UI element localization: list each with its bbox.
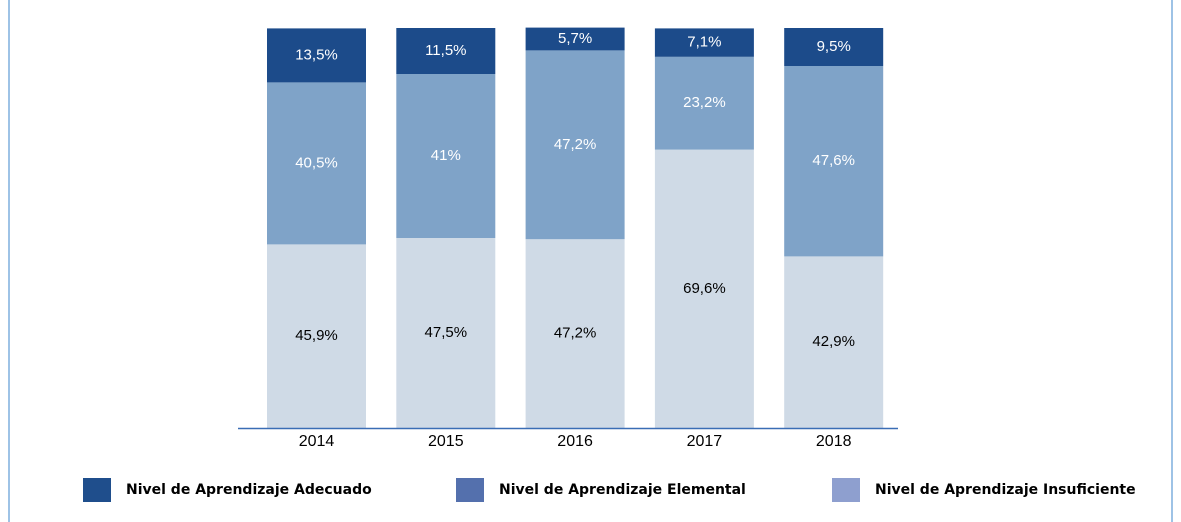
bar-segment bbox=[525, 50, 625, 240]
legend-swatch bbox=[83, 478, 111, 502]
bar-segment bbox=[396, 74, 496, 238]
value-label: 47,2% bbox=[554, 325, 597, 342]
bar-segment bbox=[525, 239, 625, 428]
legend-label: Nivel de Aprendizaje Elemental bbox=[499, 482, 746, 498]
value-label: 47,2% bbox=[554, 136, 597, 153]
bar-segment bbox=[267, 82, 366, 245]
value-label: 42,9% bbox=[812, 333, 855, 350]
legend-swatch bbox=[832, 478, 860, 502]
bar-segment bbox=[784, 28, 884, 66]
value-label: 9,5% bbox=[817, 38, 851, 55]
value-label: 41% bbox=[431, 147, 461, 164]
bar-segment bbox=[396, 28, 496, 74]
x-tick-label: 2016 bbox=[557, 433, 593, 450]
value-label: 7,1% bbox=[687, 34, 721, 51]
legend-label: Nivel de Aprendizaje Insuficiente bbox=[875, 482, 1136, 498]
value-label: 69,6% bbox=[683, 280, 726, 297]
bar-segment bbox=[654, 28, 754, 57]
bar-segment bbox=[784, 256, 884, 428]
bar-segment bbox=[654, 149, 754, 428]
x-tick-label: 2015 bbox=[428, 433, 464, 450]
bar-segment bbox=[267, 28, 366, 83]
bar-segment bbox=[525, 27, 625, 51]
bar-segment bbox=[267, 244, 366, 428]
value-label: 5,7% bbox=[558, 30, 592, 47]
x-tick-label: 2018 bbox=[816, 433, 852, 450]
value-label: 47,6% bbox=[812, 152, 855, 169]
legend-label: Nivel de Aprendizaje Adecuado bbox=[126, 482, 372, 498]
x-tick-label: 2014 bbox=[299, 433, 335, 450]
bar-segment bbox=[654, 56, 754, 150]
value-label: 11,5% bbox=[425, 42, 466, 59]
value-label: 47,5% bbox=[425, 324, 468, 341]
value-label: 23,2% bbox=[683, 94, 726, 111]
value-label: 13,5% bbox=[295, 46, 338, 63]
value-label: 45,9% bbox=[295, 327, 338, 344]
x-tick-label: 2017 bbox=[687, 433, 723, 450]
legend-swatch bbox=[456, 478, 484, 502]
bar-segment bbox=[784, 66, 884, 257]
value-label: 40,5% bbox=[295, 154, 338, 171]
bar-segment bbox=[396, 238, 496, 428]
